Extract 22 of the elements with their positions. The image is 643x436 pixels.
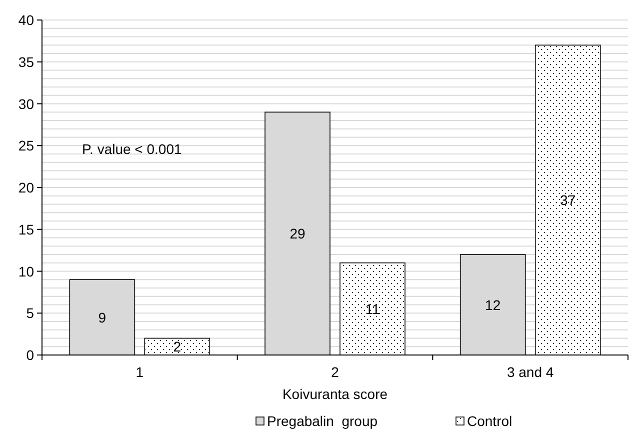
data-label: 9 xyxy=(98,309,106,326)
data-label: 29 xyxy=(290,226,306,242)
x-tick-label: 1 xyxy=(136,364,144,380)
y-tick-label: 0 xyxy=(26,347,34,363)
y-tick-label: 30 xyxy=(18,96,34,112)
data-label: 2 xyxy=(173,338,182,355)
y-tick-label: 25 xyxy=(18,138,34,154)
data-label: 12 xyxy=(485,296,501,313)
y-tick-label: 15 xyxy=(18,221,34,238)
x-axis-title: Koivuranta score xyxy=(282,386,388,402)
y-tick-label: 20 xyxy=(18,180,34,196)
x-tick-label: 2 xyxy=(331,364,340,380)
data-label: 11 xyxy=(365,300,380,317)
data-label: 37 xyxy=(560,192,576,208)
y-tick-label: 35 xyxy=(18,54,34,70)
y-tick-label: 5 xyxy=(26,305,34,322)
annotation: P. value < 0.001 xyxy=(82,141,182,157)
y-tick-label: 10 xyxy=(18,263,34,280)
legend-label: Control xyxy=(467,413,512,429)
legend-label: Pregabalin group xyxy=(267,413,378,429)
x-tick-label: 3 and 4 xyxy=(506,364,554,380)
y-tick-label: 40 xyxy=(18,12,34,28)
